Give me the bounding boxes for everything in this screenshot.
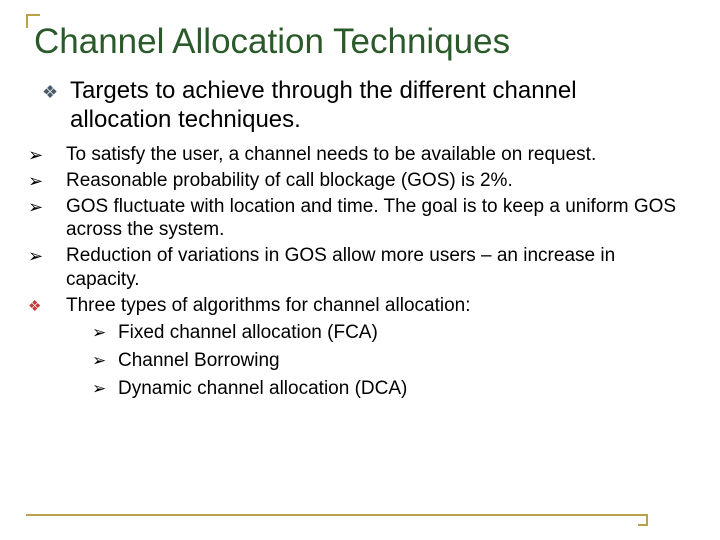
arrow-icon: ➢: [92, 377, 118, 401]
arrow-icon: ➢: [28, 244, 66, 268]
sub-list-item: ➢ Fixed channel allocation (FCA): [92, 321, 682, 345]
sub-list-item: ➢ Dynamic channel allocation (DCA): [92, 377, 682, 401]
arrow-icon: ➢: [28, 169, 66, 193]
arrow-icon: ➢: [28, 143, 66, 167]
list-item-text: Reduction of variations in GOS allow mor…: [66, 244, 682, 292]
sub-list-item: ➢ Channel Borrowing: [92, 349, 682, 373]
list-item-text: Reasonable probability of call blockage …: [66, 169, 513, 193]
slide: Channel Allocation Techniques ❖ Targets …: [0, 0, 720, 540]
content-area: ❖ Targets to achieve through the differe…: [28, 76, 692, 401]
arrow-icon: ➢: [92, 321, 118, 345]
corner-decoration-top: [26, 14, 40, 28]
algos-intro-text: Three types of algorithms for channel al…: [66, 294, 471, 318]
sub-list-item-text: Dynamic channel allocation (DCA): [118, 377, 407, 401]
list-item-text: GOS fluctuate with location and time. Th…: [66, 195, 682, 243]
sub-list-item-text: Channel Borrowing: [118, 349, 280, 373]
list-item-text: To satisfy the user, a channel needs to …: [66, 143, 596, 167]
intro-item: ❖ Targets to achieve through the differe…: [42, 76, 682, 135]
slide-title: Channel Allocation Techniques: [34, 20, 692, 62]
diamond-icon: ❖: [42, 76, 70, 106]
diamond-icon: ❖: [28, 294, 66, 319]
arrow-icon: ➢: [92, 349, 118, 373]
list-item: ➢ Reasonable probability of call blockag…: [28, 169, 682, 193]
intro-text: Targets to achieve through the different…: [70, 76, 682, 135]
sub-list-item-text: Fixed channel allocation (FCA): [118, 321, 378, 345]
arrow-icon: ➢: [28, 195, 66, 219]
title-area: Channel Allocation Techniques: [28, 20, 692, 62]
bottom-rule-decoration: [26, 514, 646, 516]
list-item: ➢ To satisfy the user, a channel needs t…: [28, 143, 682, 167]
algos-intro-item: ❖ Three types of algorithms for channel …: [28, 294, 682, 319]
list-item: ➢ GOS fluctuate with location and time. …: [28, 195, 682, 243]
list-item: ➢ Reduction of variations in GOS allow m…: [28, 244, 682, 292]
corner-decoration-bottom: [638, 514, 648, 526]
